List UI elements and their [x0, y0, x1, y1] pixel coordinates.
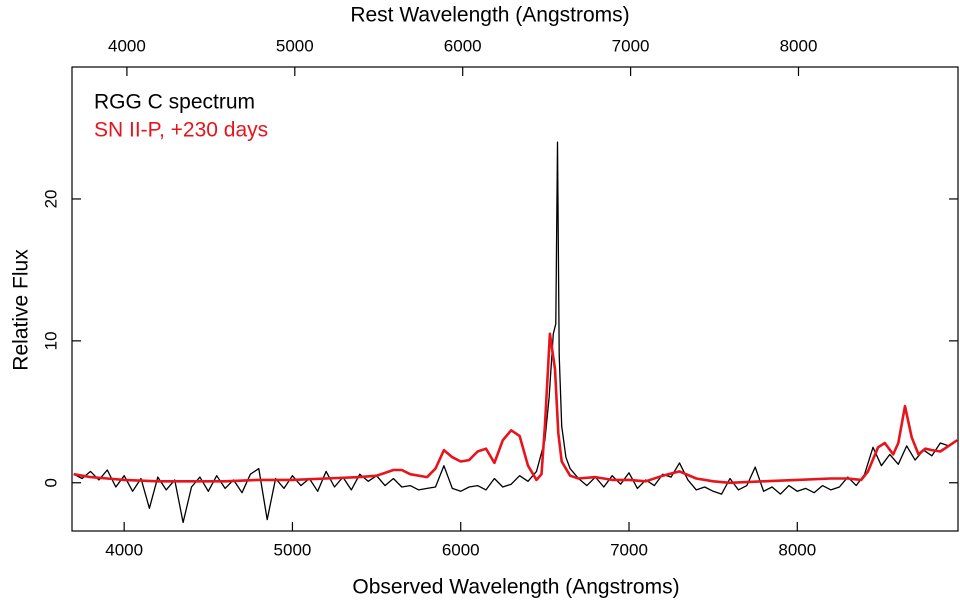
top-tick-label: 4000 — [108, 36, 146, 55]
x-tick-label: 5000 — [274, 540, 312, 559]
y-tick-label: 10 — [41, 331, 60, 350]
x-tick-label: 6000 — [442, 540, 480, 559]
x-axis-title: Observed Wavelength (Angstroms) — [352, 576, 679, 599]
spectrum-line — [73, 332, 958, 485]
top-tick-label: 8000 — [780, 36, 818, 55]
x-tick-label: 4000 — [105, 540, 143, 559]
top-tick-label: 6000 — [444, 36, 482, 55]
y-tick-label: 20 — [41, 190, 60, 209]
y-tick-label: 0 — [41, 478, 60, 487]
legend-entry: RGG C spectrum — [94, 91, 255, 114]
top-axis-title: Rest Wavelength (Angstroms) — [350, 4, 629, 27]
y-axis-title: Relative Flux — [10, 249, 33, 371]
top-tick-label: 7000 — [612, 36, 650, 55]
x-tick-label: 7000 — [610, 540, 648, 559]
top-tick-label: 5000 — [276, 36, 314, 55]
x-tick-label: 8000 — [778, 540, 816, 559]
plot-frame — [71, 66, 959, 532]
spectrum-line — [73, 141, 958, 524]
legend-entry: SN II-P, +230 days — [94, 119, 268, 142]
